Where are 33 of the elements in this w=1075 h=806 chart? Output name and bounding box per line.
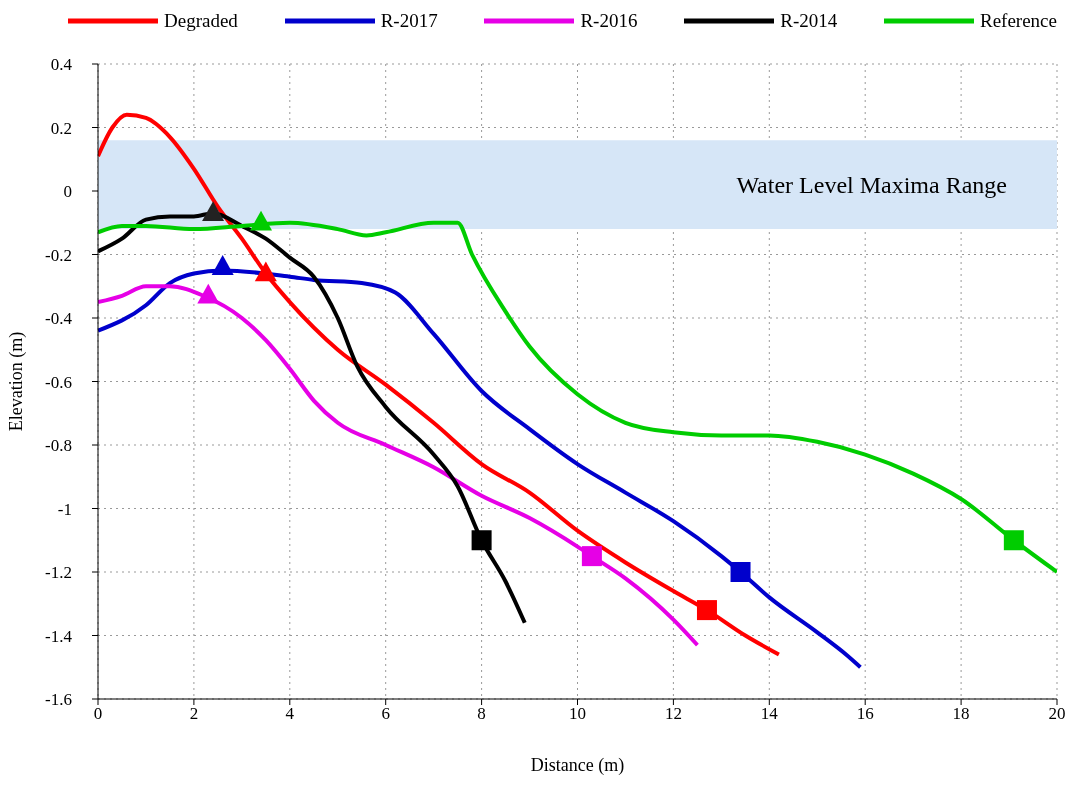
legend-label: Reference xyxy=(979,10,1057,32)
x-tick-label: 2 xyxy=(189,704,199,724)
x-tick-label: 0 xyxy=(93,704,103,724)
band-label: Water Level Maxima Range xyxy=(736,172,1007,199)
x-tick-label: 8 xyxy=(477,704,486,724)
x-tick-label: 12 xyxy=(664,704,682,724)
legend-label: R-2014 xyxy=(780,10,838,32)
x-tick-label: 18 xyxy=(952,704,970,724)
legend-label: R-2016 xyxy=(580,10,638,32)
x-tick-label: 10 xyxy=(569,704,586,724)
y-tick-label: -0.4 xyxy=(45,309,73,329)
legend-label: R-2017 xyxy=(380,10,438,32)
y-tick-label: -0.2 xyxy=(45,245,72,265)
x-tick-label: 14 xyxy=(760,704,779,724)
legend-label: Degraded xyxy=(164,10,238,32)
y-tick-label: 0 xyxy=(63,182,72,202)
line-series xyxy=(98,284,700,648)
y-axis-title: Elevation (m) xyxy=(6,331,28,432)
y-tick-label: -1 xyxy=(57,499,72,519)
x-axis-title: Distance (m) xyxy=(530,755,625,776)
y-tick-label: 0.4 xyxy=(50,55,73,75)
point xyxy=(471,530,492,551)
y-tick-label: -1.6 xyxy=(45,690,72,710)
y-tick-label: -0.6 xyxy=(45,372,72,392)
y-tick-label: 0.2 xyxy=(50,118,72,138)
x-tick-label: 4 xyxy=(285,704,295,724)
point xyxy=(202,201,225,221)
y-tick-label: -1.4 xyxy=(45,626,73,646)
x-tick-label: 16 xyxy=(856,704,874,724)
x-tick-label: 6 xyxy=(381,704,390,724)
y-tick-label: -1.2 xyxy=(45,563,72,583)
x-tick-label: 20 xyxy=(1048,704,1066,724)
y-tick-label: -0.8 xyxy=(45,436,72,456)
